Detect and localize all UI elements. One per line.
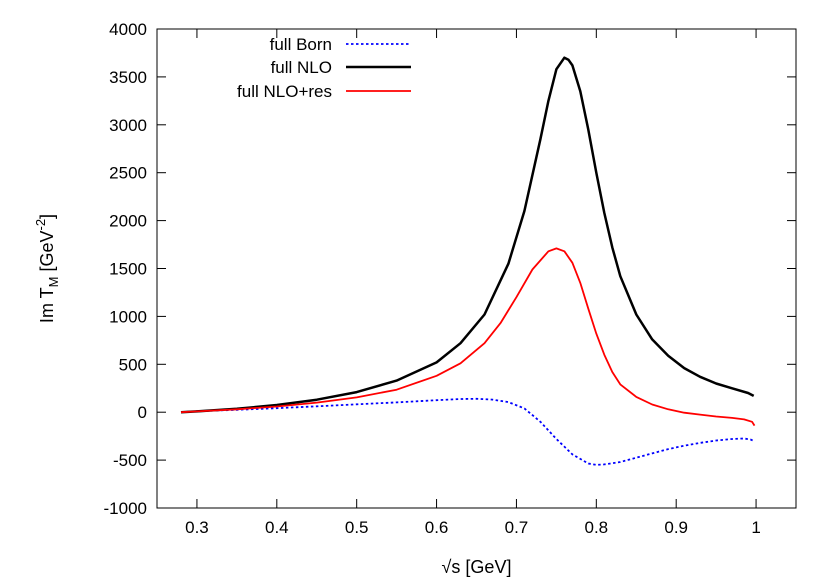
series-layer: [180, 56, 756, 466]
y-axis-label-unit: [GeV: [37, 231, 57, 277]
y-axis-label-base: Im T: [37, 287, 57, 323]
y-tick-label: 0: [138, 403, 147, 422]
y-axis-label: Im TM [GeV-2]: [33, 214, 61, 323]
y-tick-label: 3500: [109, 68, 147, 87]
y-axis-label-superscript: -2: [33, 219, 48, 231]
x-tick-label: 0.7: [505, 518, 529, 537]
y-axis-ticks: -1000 -500 0 500 1000 1500 2000 2500 3000 3500 400…: [104, 20, 796, 518]
x-tick-label: 0.4: [265, 518, 289, 537]
y-tick-label: -1000: [104, 499, 147, 518]
y-tick-label: 2500: [109, 164, 147, 183]
x-tick-label: 0.5: [345, 518, 369, 537]
series-line-full-nlo: [180, 56, 755, 414]
x-tick-label: 0.9: [664, 518, 688, 537]
x-tick-label: 0.3: [185, 518, 209, 537]
x-tick-label: 1: [751, 518, 760, 537]
y-tick-label: 4000: [109, 20, 147, 39]
y-axis-label-subscript: M: [46, 277, 61, 288]
legend-label: full Born: [270, 35, 332, 54]
x-axis-label: √s [GeV]: [442, 557, 512, 577]
y-tick-label: 3000: [109, 116, 147, 135]
x-tick-label: 0.6: [425, 518, 449, 537]
y-tick-label: -500: [113, 451, 147, 470]
legend-label: full NLO: [271, 58, 332, 77]
y-tick-label: 500: [119, 355, 147, 374]
y-tick-label: 1000: [109, 307, 147, 326]
series-line-full-born: [180, 397, 755, 466]
x-tick-label: 0.8: [584, 518, 608, 537]
y-tick-label: 2000: [109, 212, 147, 231]
y-axis-label-close: ]: [37, 214, 57, 219]
y-tick-label: 1500: [109, 260, 147, 279]
series-line-full-nlo-res: [180, 247, 756, 427]
legend-label: full NLO+res: [237, 82, 332, 101]
legend: full Born full NLO full NLO+res: [237, 35, 411, 101]
x-axis-ticks: 0.3 0.4 0.5 0.6 0.7 0.8 0.9 1: [185, 29, 761, 537]
